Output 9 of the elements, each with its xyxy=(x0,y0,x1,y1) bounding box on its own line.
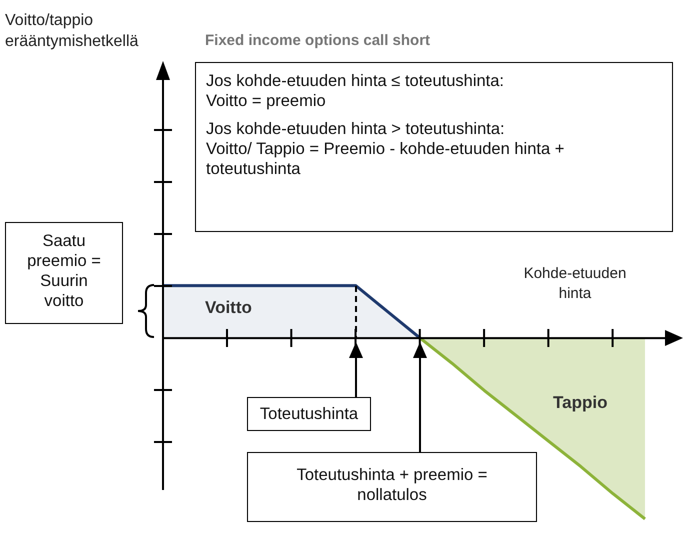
callout: Jos kohde-etuuden hinta ≤ toteutushinta: Voitto = preemio Jos kohde-etuuden hinta > toteutushinta: Voitto/ Tappio = Preemio - kohde-etuuden hinta + toteutushinta xyxy=(195,62,673,232)
text: Voitto/tappio erääntymishetkellä xyxy=(5,11,140,52)
callout: Toteutushinta xyxy=(247,397,371,431)
series-label: Tappio xyxy=(553,393,608,413)
series-label: Voitto xyxy=(205,298,252,318)
chart-title: Fixed income options call short xyxy=(205,32,430,49)
callout: Toteutushinta + preemio = nollatulos xyxy=(247,452,537,522)
callout: Saatu preemio = Suurin voitto xyxy=(5,222,123,324)
x-axis-title: Kohde-etuuden hinta xyxy=(522,264,628,304)
